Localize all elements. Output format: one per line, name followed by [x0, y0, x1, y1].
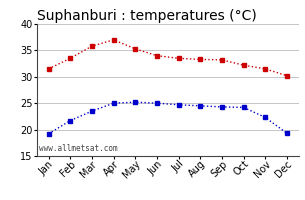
Text: www.allmetsat.com: www.allmetsat.com — [39, 144, 118, 153]
Text: Suphanburi : temperatures (°C): Suphanburi : temperatures (°C) — [37, 9, 256, 23]
